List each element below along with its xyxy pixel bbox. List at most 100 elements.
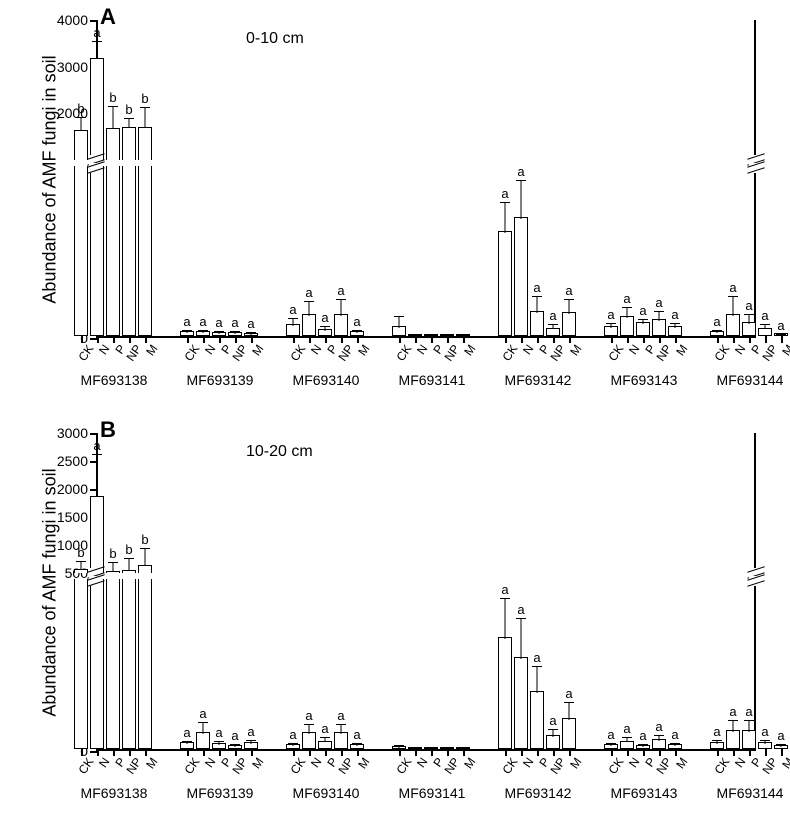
bar	[138, 166, 152, 336]
bar	[456, 747, 470, 749]
x-tick	[659, 336, 661, 343]
significance-letter: a	[639, 728, 646, 743]
x-tick	[675, 749, 677, 756]
bar	[498, 637, 512, 749]
x-tick-label: NP	[229, 755, 250, 777]
x-tick	[129, 749, 131, 756]
significance-letter: a	[501, 582, 508, 597]
error-bar	[97, 41, 98, 58]
error-cap	[606, 323, 616, 324]
error-bar	[309, 301, 310, 316]
significance-letter: a	[289, 727, 296, 742]
right-axis	[754, 581, 756, 749]
x-tick	[553, 336, 555, 343]
error-cap	[744, 314, 754, 315]
error-cap	[336, 724, 346, 725]
bar	[620, 316, 634, 336]
error-bar	[749, 314, 750, 324]
y-axis-label: Abundance of AMF fungi in soil	[40, 443, 61, 743]
error-bar	[749, 720, 750, 732]
y-tick-label: 1500	[57, 509, 88, 525]
x-tick	[357, 749, 359, 756]
bar	[636, 322, 650, 336]
significance-letter: a	[745, 704, 752, 719]
error-cap	[712, 330, 722, 331]
panel-B: 0MF693138CKNPNPMMF693139CKaNaPaNPaMaMF69…	[0, 413, 790, 826]
figure: 0MF693138CKNPNPMMF693139CKaNaPaNPaMaMF69…	[0, 0, 790, 826]
significance-letter: a	[713, 724, 720, 739]
significance-letter: a	[623, 291, 630, 306]
x-tick-label: NP	[335, 755, 356, 777]
group-label: MF693140	[293, 785, 360, 801]
x-tick-label: NP	[759, 342, 780, 364]
significance-letter: a	[517, 164, 524, 179]
error-cap	[352, 330, 362, 331]
error-bar	[97, 454, 98, 496]
x-tick	[537, 336, 539, 343]
significance-letter: a	[777, 318, 784, 333]
bar	[456, 334, 470, 336]
bar	[138, 565, 152, 573]
error-cap	[320, 326, 330, 327]
x-tick-label: CK	[605, 755, 626, 777]
bar	[726, 730, 740, 749]
error-cap	[622, 307, 632, 308]
x-tick	[447, 336, 449, 343]
bar	[74, 579, 88, 749]
x-tick-label: M	[249, 755, 266, 771]
x-tick-label: M	[143, 342, 160, 358]
error-cap	[336, 299, 346, 300]
x-tick	[781, 336, 783, 343]
error-bar	[145, 548, 146, 565]
error-cap	[394, 745, 404, 746]
plot-lower: 0MF693138CKNPNPMMF693139CKaNaPaNPaMaMF69…	[96, 168, 756, 338]
significance-letter: a	[761, 308, 768, 323]
x-tick-label: NP	[547, 755, 568, 777]
bar	[440, 747, 454, 749]
error-cap	[564, 702, 574, 703]
x-tick-label: M	[673, 755, 690, 771]
significance-letter: a	[337, 708, 344, 723]
x-tick-label: NP	[653, 342, 674, 364]
significance-letter: a	[321, 310, 328, 325]
x-tick	[293, 336, 295, 343]
x-tick	[309, 336, 311, 343]
error-cap	[214, 331, 224, 332]
x-tick	[717, 749, 719, 756]
x-tick-label: M	[249, 342, 266, 358]
error-cap	[230, 331, 240, 332]
x-tick	[627, 336, 629, 343]
group-label: MF693139	[187, 785, 254, 801]
right-axis	[754, 20, 756, 160]
error-bar	[569, 702, 570, 721]
x-tick-label: M	[355, 342, 372, 358]
bar	[122, 127, 136, 160]
error-cap	[744, 720, 754, 721]
right-axis	[754, 168, 756, 336]
bar	[106, 571, 120, 573]
significance-letter: a	[215, 315, 222, 330]
bar	[742, 322, 756, 336]
x-tick	[569, 336, 571, 343]
error-cap	[606, 743, 616, 744]
plot-lower: 0MF693138CKNPNPMMF693139CKaNaPaNPaMaMF69…	[96, 581, 756, 751]
x-tick	[569, 749, 571, 756]
error-cap	[288, 318, 298, 319]
error-bar	[733, 296, 734, 316]
x-tick	[643, 749, 645, 756]
x-tick	[219, 336, 221, 343]
significance-letter: b	[141, 91, 148, 106]
x-tick-label: M	[461, 342, 478, 358]
x-tick-label: CK	[287, 755, 308, 777]
error-bar	[521, 618, 522, 659]
bar	[74, 569, 88, 573]
group-label: MF693139	[187, 372, 254, 388]
x-tick	[537, 749, 539, 756]
bar	[530, 311, 544, 337]
significance-letter: a	[745, 298, 752, 313]
x-tick-label: N	[520, 342, 536, 357]
significance-letter: a	[623, 721, 630, 736]
significance-letter: b	[77, 545, 84, 560]
error-cap	[548, 324, 558, 325]
axis-break-mark	[89, 163, 103, 173]
